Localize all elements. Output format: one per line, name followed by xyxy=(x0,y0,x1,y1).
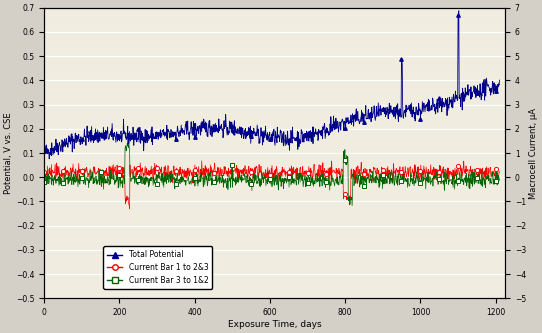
Y-axis label: Potential, V vs. CSE: Potential, V vs. CSE xyxy=(4,112,13,194)
X-axis label: Exposure Time, days: Exposure Time, days xyxy=(228,320,321,329)
Legend: Total Potential, Current Bar 1 to 2&3, Current Bar 3 to 1&2: Total Potential, Current Bar 1 to 2&3, C… xyxy=(104,246,212,289)
Y-axis label: Macrocell Current, μA: Macrocell Current, μA xyxy=(529,108,538,198)
